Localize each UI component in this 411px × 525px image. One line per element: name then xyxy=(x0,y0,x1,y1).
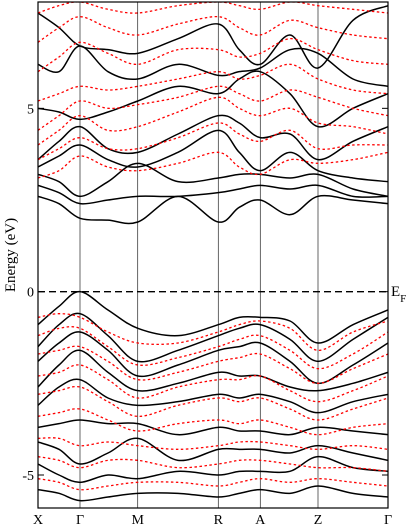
band-solid-black xyxy=(38,485,388,502)
band-solid-black xyxy=(38,290,388,344)
band-dashed-red xyxy=(38,345,388,384)
band-solid-black xyxy=(38,378,388,414)
band-dashed-red xyxy=(38,2,388,14)
band-dashed-red xyxy=(38,85,388,131)
band-dashed-red xyxy=(38,456,388,472)
band-solid-black xyxy=(38,194,388,225)
y-axis-ticks: -5 0 5 xyxy=(22,102,388,484)
band-dashed-red xyxy=(38,364,388,403)
band-dashed-red xyxy=(38,437,388,450)
band-dashed-red xyxy=(38,38,388,73)
band-solid-black xyxy=(38,162,388,198)
band-solid-black xyxy=(38,419,388,436)
band-solid-black xyxy=(38,4,388,69)
x-tick-label: R xyxy=(214,513,224,525)
band-dashed-red xyxy=(38,96,388,146)
x-tick-label: Γ xyxy=(76,513,84,525)
band-dashed-red xyxy=(38,122,388,161)
x-tick-label: Γ xyxy=(384,513,392,525)
band-solid-black xyxy=(38,455,388,484)
y-tick-label: 0 xyxy=(27,286,34,301)
band-dashed-red xyxy=(38,385,388,421)
band-curves xyxy=(38,2,388,502)
y-axis-label: Energy (eV) xyxy=(3,218,19,292)
band-solid-black xyxy=(38,70,388,128)
band-solid-black xyxy=(38,184,388,205)
band-dashed-red xyxy=(38,151,388,179)
band-solid-black xyxy=(38,45,388,88)
plot-frame xyxy=(37,1,389,509)
band-solid-black xyxy=(38,349,388,392)
x-tick-label: Z xyxy=(314,513,323,525)
x-tick-label: M xyxy=(132,513,145,525)
y-tick-label: -5 xyxy=(22,469,34,484)
fermi-label-main: E xyxy=(391,284,400,300)
x-tick-label: X xyxy=(33,513,43,525)
band-dashed-red xyxy=(38,63,388,102)
band-solid-black xyxy=(38,437,388,465)
x-tick-label: A xyxy=(255,513,266,525)
fermi-label-sub: F xyxy=(400,293,406,305)
fermi-level-label: EF xyxy=(391,284,406,305)
band-dashed-red xyxy=(38,326,388,370)
band-solid-black xyxy=(38,312,388,363)
y-tick-label: 5 xyxy=(27,102,34,117)
band-dashed-red xyxy=(38,16,388,43)
band-solid-black xyxy=(38,114,388,161)
band-solid-black xyxy=(38,129,388,183)
band-dashed-red xyxy=(38,408,388,436)
